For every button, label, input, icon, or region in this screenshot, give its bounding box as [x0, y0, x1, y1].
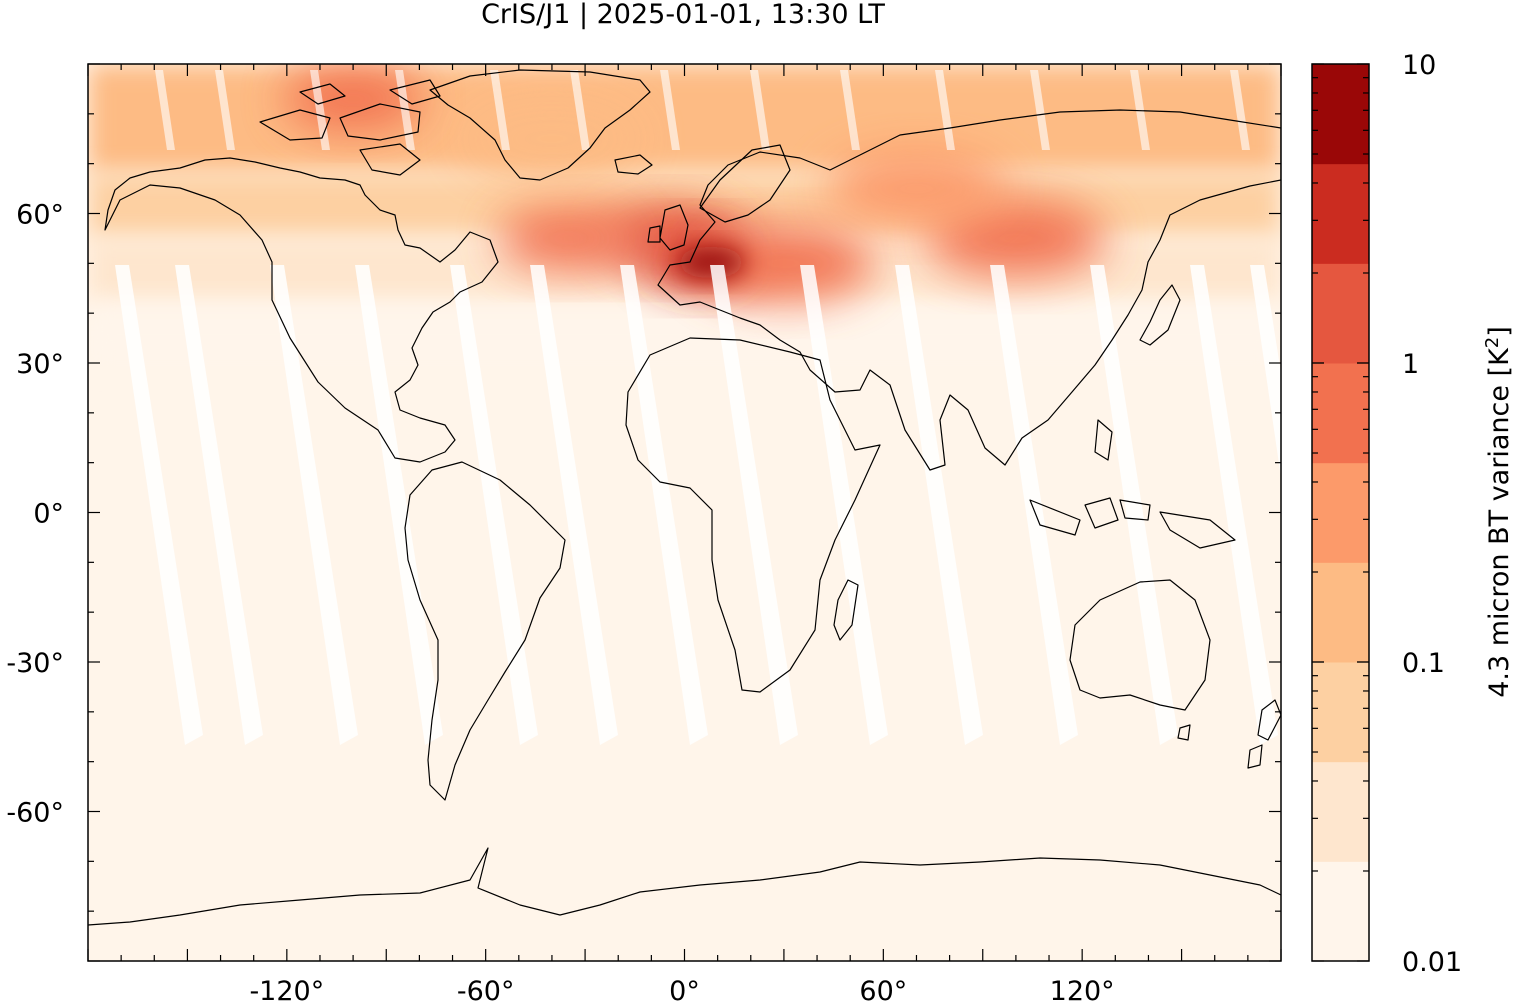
- coastline-japan: [1139, 284, 1181, 346]
- region-greenland: [461, 100, 642, 177]
- x-tick-label: -60°: [457, 976, 515, 1002]
- map-ticks: -120° -60° 0° 60° 120° 60° 30° 0° -30° -60°: [6, 63, 1282, 1002]
- y-tick-label: -60°: [6, 798, 64, 829]
- coastline-maritime-se-asia: [1029, 419, 1236, 549]
- swath-gap-6: [620, 265, 708, 745]
- swath-gap-polar-5: [570, 70, 590, 150]
- colorbar-segment-3: [1312, 562, 1369, 663]
- coastline-british-isles: [647, 204, 689, 251]
- colorbar-tick-label: 10: [1402, 50, 1436, 81]
- colorbar: [1312, 64, 1369, 962]
- region-eastern-europe: [693, 225, 874, 302]
- swath-gap-polar-10: [1030, 70, 1050, 150]
- swath-gap-11: [1090, 265, 1178, 745]
- colorbar-ticks: 10 1 0.1 0.01: [1312, 50, 1462, 978]
- colorbar-tick-label: 0.1: [1402, 648, 1445, 679]
- colorbar-tick-label: 0.01: [1402, 947, 1462, 978]
- colorbar-segment-4: [1312, 462, 1369, 563]
- y-tick-label: 30°: [16, 349, 64, 380]
- coastline-iceland: [614, 154, 653, 175]
- coastline-scandinavia: [699, 144, 791, 223]
- coastlines: [88, 69, 1281, 926]
- swath-gap-polar-6: [660, 70, 680, 150]
- colorbar-segment-0: [1312, 861, 1369, 962]
- coastline-africa: [625, 337, 881, 693]
- colorbar-segment-7: [1312, 163, 1369, 264]
- swath-gap-polar-13: [1290, 70, 1310, 150]
- coastline-south-america: [404, 461, 566, 801]
- swath-gap-1: [175, 265, 263, 745]
- x-tick-label: 60°: [859, 976, 907, 1002]
- y-tick-label: 60°: [16, 200, 64, 231]
- colorbar-segment-2: [1312, 662, 1369, 763]
- x-tick-label: 0°: [669, 976, 700, 1002]
- swath-gap-2: [270, 265, 358, 745]
- y-tick-label: -30°: [6, 648, 64, 679]
- swath-gap-polar-1: [215, 70, 235, 150]
- swath-gap-polar-9: [935, 70, 955, 150]
- map-area: [88, 64, 1310, 961]
- lat-band-0: [88, 64, 1281, 174]
- swath-gap-5: [530, 265, 618, 745]
- coastline-madagascar: [833, 579, 859, 641]
- swath-gap-13: [1250, 265, 1281, 478]
- swath-gap-polar-7: [750, 70, 770, 150]
- swath-gap-polar-3: [395, 70, 415, 150]
- coastline-eurasia: [657, 109, 1281, 471]
- x-tick-label: 120°: [1050, 976, 1115, 1002]
- coastline-north-america: [104, 157, 499, 463]
- colorbar-frame: [1311, 63, 1370, 962]
- swath-gap-polar-12: [1230, 70, 1250, 150]
- region-central-siberia: [925, 200, 1106, 277]
- coastline-australia: [1069, 579, 1211, 741]
- colorbar-label: 4.3 micron BT variance [K2]: [1482, 326, 1516, 698]
- colorbar-tick-label: 1: [1402, 349, 1419, 380]
- swath-gap-12: [1190, 265, 1278, 745]
- swath-gap-3: [355, 265, 443, 745]
- colorbar-segment-1: [1312, 761, 1369, 862]
- swath-gap-9: [895, 265, 983, 745]
- x-tick-label: -120°: [249, 976, 324, 1002]
- coastline-arctic-islands: [259, 79, 441, 176]
- colorbar-segment-8: [1312, 64, 1369, 165]
- chart-title: CrIS/J1 | 2025-01-01, 13:30 LT: [481, 0, 885, 30]
- colorbar-segment-6: [1312, 263, 1369, 364]
- y-tick-label: 0°: [33, 499, 64, 530]
- swath-gap-polar-8: [840, 70, 860, 150]
- coastline-greenland: [429, 69, 651, 181]
- swath-gap-polar-4: [490, 70, 510, 150]
- swath-gap-polar-11: [1130, 70, 1150, 150]
- region-northern-russia: [826, 150, 1007, 227]
- coastline-new-zealand: [1247, 699, 1281, 769]
- colorbar-segment-5: [1312, 363, 1369, 464]
- swath-gap-polar-0: [155, 70, 175, 150]
- region-north-atlantic: [498, 206, 639, 271]
- swath-gap-4: [450, 265, 538, 745]
- swath-gap-0: [115, 265, 203, 745]
- swath-gap-10: [990, 265, 1078, 745]
- swath-gap-8: [800, 265, 888, 745]
- coastline-antarctica: [88, 847, 1281, 926]
- swath-gap-7: [710, 265, 798, 745]
